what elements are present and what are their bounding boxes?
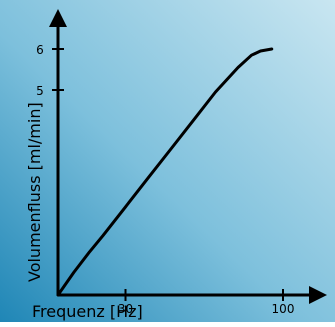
y-tick-label: 6 xyxy=(36,43,44,57)
series-line-0 xyxy=(56,47,274,297)
x-tick-label: 100 xyxy=(272,302,295,316)
axes xyxy=(49,9,327,304)
y-tick-label: 5 xyxy=(36,84,44,98)
ticks: 5 6 30 100 xyxy=(36,43,294,316)
x-axis-label: Frequenz [Hz] xyxy=(32,302,143,321)
y-axis-label: Volumenfluss [ml/min] xyxy=(25,102,44,282)
x-tick-label: 30 xyxy=(118,302,133,316)
series xyxy=(56,47,274,297)
